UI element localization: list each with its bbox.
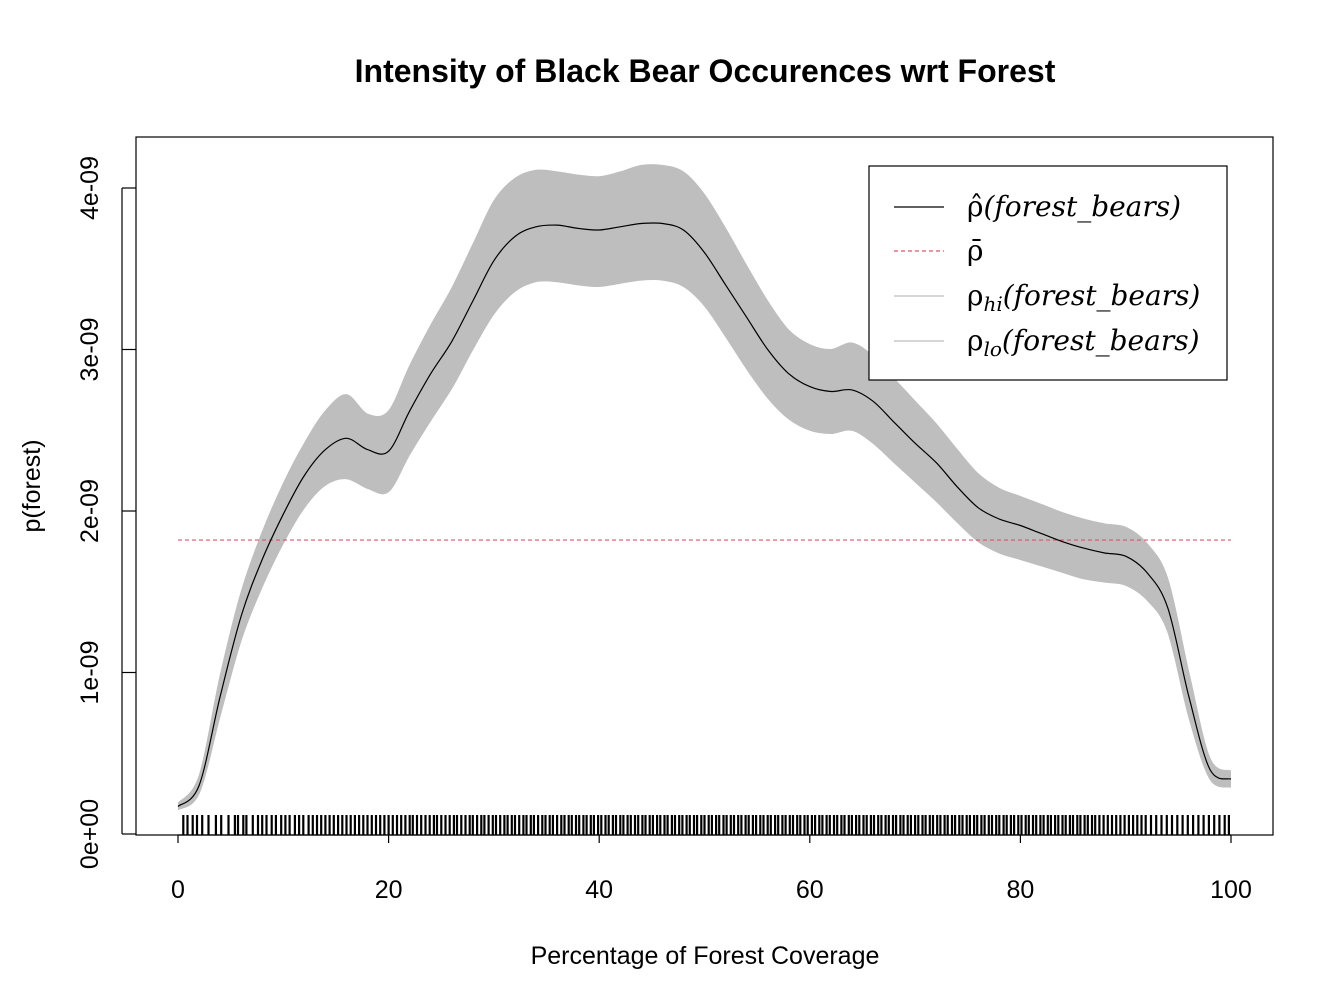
series-line-estimate <box>177 222 1232 807</box>
x-tick-label: 0 <box>171 876 185 904</box>
x-tick-label: 40 <box>585 876 613 904</box>
series-line-hi <box>177 164 1232 804</box>
y-tick-label: 2e-09 <box>76 479 104 543</box>
y-axis-label: p(forest) <box>18 439 46 532</box>
band-area <box>178 164 1231 810</box>
x-axis: 0 20 40 60 80 100 <box>171 834 1252 904</box>
legend-estimate-body: (forest_bears) <box>983 190 1181 223</box>
plot-lines <box>177 222 1232 807</box>
x-tick-label: 20 <box>375 876 403 904</box>
legend-label-lo: ρlo(forest_bears) <box>967 324 1200 361</box>
x-axis-label: Percentage of Forest Coverage <box>531 942 880 970</box>
chart-title: Intensity of Black Bear Occurences wrt F… <box>355 53 1056 89</box>
x-tick-label: 60 <box>796 876 824 904</box>
x-tick-label: 80 <box>1006 876 1034 904</box>
series-line-lo <box>177 278 1232 811</box>
legend-label-average: ρ̄ <box>967 234 983 267</box>
legend-label-hi: ρhi(forest_bears) <box>967 279 1200 316</box>
confidence-band <box>177 164 1232 811</box>
y-tick-label: 0e+00 <box>76 799 104 869</box>
legend-label-estimate: ρ̂(forest_bears) <box>967 190 1181 223</box>
y-tick-label: 4e-09 <box>76 156 104 220</box>
x-tick-label: 100 <box>1210 876 1252 904</box>
y-tick-label: 3e-09 <box>76 318 104 382</box>
y-axis: 0e+00 1e-09 2e-09 3e-09 4e-09 <box>76 156 136 869</box>
legend-box <box>868 165 1228 381</box>
legend: ρ̂(forest_bears) ρ̄ ρhi(forest_bears) ρl… <box>868 165 1228 381</box>
rug-marks <box>182 815 1231 835</box>
y-tick-label: 1e-09 <box>76 641 104 705</box>
